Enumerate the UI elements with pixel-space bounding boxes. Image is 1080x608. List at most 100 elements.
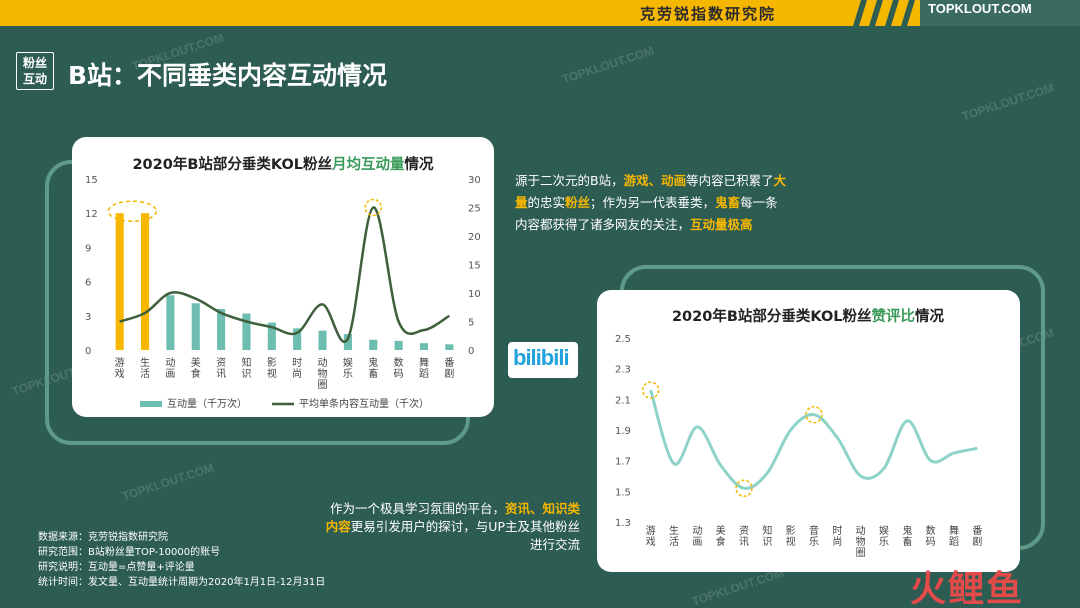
chart-title: 2020年B站部分垂类KOL粉丝月均互动量情况 <box>132 155 434 173</box>
footer-watermark: 火鲤鱼 <box>910 569 1025 608</box>
desc1-text: 源于二次元的B站， <box>515 173 624 188</box>
x-tick-label: 动物圈 <box>318 357 328 391</box>
y-tick: 1.3 <box>615 518 631 529</box>
bar <box>293 328 302 350</box>
watermark: TOPKLOUT.COM <box>960 80 1056 124</box>
section-tag: 粉丝 互动 <box>16 52 54 90</box>
highlight-circle <box>107 200 158 222</box>
y-right-tick: 0 <box>468 346 474 357</box>
desc1-highlight: 鬼畜 <box>715 195 741 210</box>
bar <box>318 330 327 350</box>
x-tick-label: 音乐 <box>809 524 819 548</box>
y-left-tick: 12 <box>85 209 98 220</box>
bar <box>140 213 150 350</box>
y-tick: 1.5 <box>615 487 631 498</box>
y-tick: 1.9 <box>615 426 631 437</box>
desc1-highlight: 粉丝 <box>565 195 591 210</box>
chart-like-comment-ratio: 2020年B站部分垂类KOL粉丝赞评比情况 1.3 1.5 1.7 1.9 2.1 2.3 2… <box>615 307 982 559</box>
highlight-circle <box>735 479 753 498</box>
bar <box>267 322 276 350</box>
x-tick-label: 影视 <box>786 525 796 548</box>
desc2-text: 作为一个极具学习氛围的平台， <box>329 501 505 516</box>
x-tick-label: 时尚 <box>292 357 302 380</box>
bilibili-logo-text: bilibili <box>513 345 570 370</box>
description-1: 源于二次元的B站，游戏、动画等内容已积累了大量的忠实粉丝；作为另一代表垂类，鬼畜… <box>515 170 790 236</box>
bilibili-logo: bilibili <box>508 342 578 378</box>
x-tick-label: 资讯 <box>216 357 226 380</box>
section-tag-line2: 互动 <box>22 72 47 86</box>
x-tick-label: 番剧 <box>972 525 982 548</box>
highlight-circle <box>641 381 660 399</box>
y-tick: 1.7 <box>615 457 631 468</box>
top-bar: 克劳锐指数研究院 TOPKLOUT.COM <box>0 0 1080 26</box>
x-tick-label: 生活 <box>669 524 679 548</box>
x-tick-label: 娱乐 <box>343 356 353 380</box>
legend-label: 互动量（千万次） <box>167 397 247 410</box>
highlight-circle <box>805 405 823 424</box>
chart-title: 2020年B站部分垂类KOL粉丝赞评比情况 <box>672 307 945 325</box>
watermark: TOPKLOUT.COM <box>560 43 656 87</box>
chart-interaction: 2020年B站部分垂类KOL粉丝月均互动量情况 0 3 6 9 12 15 0 5 10 15 20 2… <box>85 155 481 410</box>
desc2-highlight: 资讯、知识类内容 <box>325 501 580 534</box>
legend-swatch <box>140 401 162 407</box>
stripe-decoration <box>853 0 915 26</box>
desc1-text: 的忠实 <box>527 195 566 210</box>
brand-text: TOPKLOUT.COM <box>928 1 1032 16</box>
y-left-tick: 0 <box>85 346 91 357</box>
x-tick-label: 游戏 <box>115 356 125 380</box>
x-tick-label: 资讯 <box>739 525 749 548</box>
bar <box>115 213 124 350</box>
desc1-text: ；作为另一代表垂类， <box>590 195 716 210</box>
y-right-tick: 15 <box>468 261 481 272</box>
bar <box>166 295 175 350</box>
desc1-highlight: 游戏、动画 <box>623 173 687 188</box>
bar <box>419 343 429 350</box>
note-period: 统计时间：发文量、互动量统计周期为2020年1月1日-12月31日 <box>38 577 326 588</box>
desc2-text: 更易引发用户的探讨，与UP主及其他粉丝进行交流 <box>350 519 580 552</box>
x-tick-label: 影视 <box>267 357 277 380</box>
x-tick-label: 番剧 <box>444 357 454 380</box>
x-tick-label: 动物圈 <box>856 525 866 559</box>
x-tick-label: 舞蹈 <box>419 357 429 380</box>
y-left-tick: 9 <box>85 243 91 254</box>
desc1-highlight: 大量 <box>515 173 787 210</box>
bar <box>242 313 251 350</box>
desc1-text: 每一条内容都获得了诸多网友的关注， <box>515 195 778 232</box>
highlight-circle <box>364 198 382 217</box>
description-2: 作为一个极具学习氛围的平台，资讯、知识类内容更易引发用户的探讨，与UP主及其他粉… <box>320 500 580 554</box>
series-line <box>119 206 450 343</box>
data-notes: 数据来源：克劳锐指数研究院 研究范围：B站粉丝量TOP-10000的账号 研究说… <box>38 530 325 590</box>
bar <box>445 344 454 350</box>
y-tick: 2.5 <box>615 334 631 345</box>
watermark: TOPKLOUT.COM <box>120 460 216 504</box>
y-right-tick: 25 <box>468 204 481 215</box>
x-tick-label: 美食 <box>716 524 726 548</box>
bar <box>217 308 226 350</box>
institute-name: 克劳锐指数研究院 <box>640 5 777 23</box>
x-tick-label: 时尚 <box>832 525 842 548</box>
y-right-tick: 30 <box>468 175 481 186</box>
desc1-text: 等内容已积累了 <box>686 173 774 188</box>
note-source: 数据来源：克劳锐指数研究院 <box>38 532 168 543</box>
x-tick-label: 游戏 <box>646 524 656 548</box>
x-tick-label: 知识 <box>762 524 772 548</box>
chart-card-interaction: 2020年B站部分垂类KOL粉丝月均互动量情况 0 3 6 9 12 15 0 5 10 15 20 2… <box>72 137 494 417</box>
x-tick-label: 美食 <box>191 356 201 380</box>
legend-label: 平均单条内容互动量（千次） <box>299 397 429 410</box>
bar <box>369 339 378 350</box>
x-tick-label: 舞蹈 <box>949 525 959 548</box>
section-tag-line1: 粉丝 <box>22 56 47 70</box>
chart-card-like-comment-ratio: 2020年B站部分垂类KOL粉丝赞评比情况 1.3 1.5 1.7 1.9 2.1 2.3 2… <box>597 290 1020 572</box>
x-tick-label: 鬼畜 <box>902 524 912 548</box>
x-tick-label: 动画 <box>692 525 702 548</box>
x-tick-label: 数码 <box>926 524 936 548</box>
y-right-tick: 5 <box>468 318 474 329</box>
x-tick-label: 生活 <box>140 356 150 380</box>
x-tick-label: 鬼畜 <box>368 356 378 380</box>
bar <box>343 334 352 350</box>
x-tick-label: 知识 <box>241 356 251 380</box>
y-right-tick: 10 <box>468 289 481 300</box>
y-right-tick: 20 <box>468 232 481 243</box>
desc1-highlight: 互动量极高 <box>690 217 753 232</box>
bar <box>394 340 403 350</box>
